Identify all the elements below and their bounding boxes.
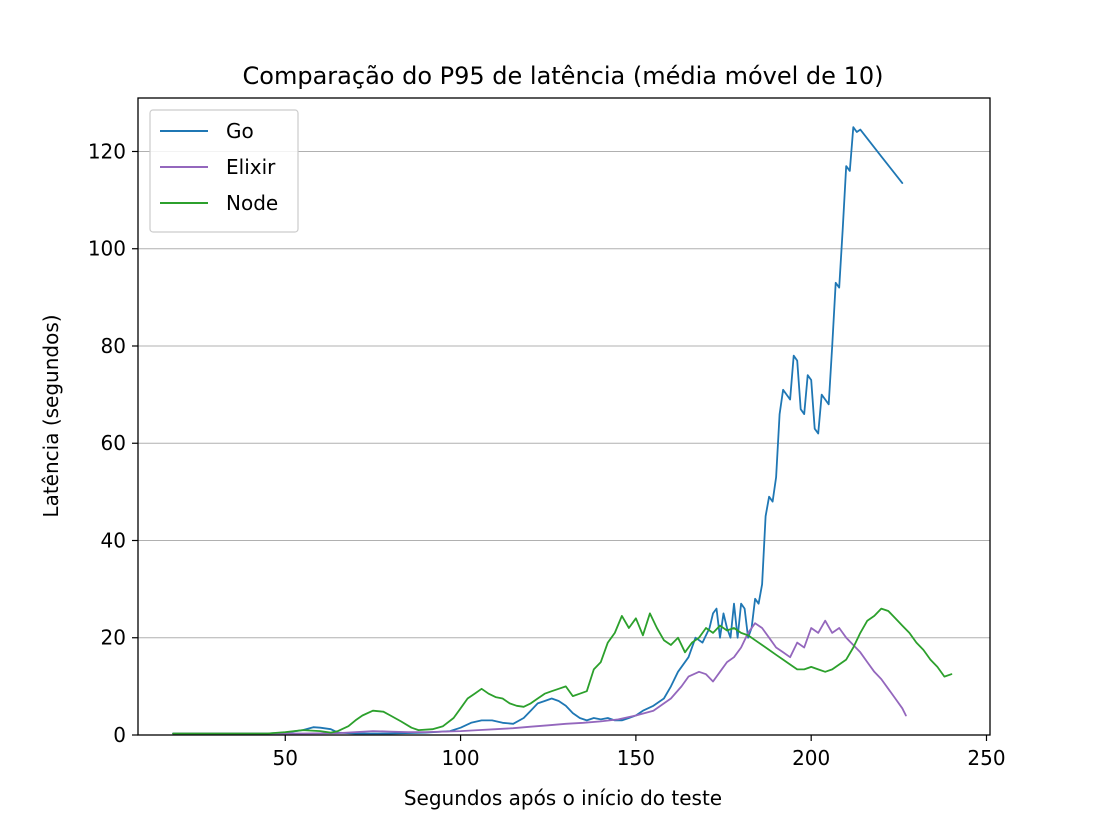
x-tick-label: 200 [792,746,830,770]
x-tick-label: 50 [273,746,298,770]
axis-ticks: 50 100 150 200 250 0 20 40 60 80 100 120 [88,139,1006,770]
series-lines [172,126,953,735]
series-line-elixir [172,619,907,735]
series-line-node [172,607,953,735]
x-tick-label: 250 [967,746,1005,770]
legend-label-elixir: Elixir [226,155,276,179]
y-tick-label: 80 [101,334,126,358]
y-tick-label: 40 [101,528,126,552]
plot-frame [137,97,991,736]
legend-label-go: Go [226,119,254,143]
x-tick-label: 150 [617,746,655,770]
y-tick-label: 100 [88,237,126,261]
y-tick-label: 20 [101,626,126,650]
series-line-go [172,126,904,735]
y-tick-label: 120 [88,139,126,163]
legend-label-node: Node [226,191,278,215]
x-axis-label: Segundos após o início do teste [404,786,722,810]
legend-box [149,109,299,233]
y-tick-label: 0 [113,723,126,747]
y-axis-label: Latência (segundos) [39,314,63,517]
x-tick-label: 100 [441,746,479,770]
chart-title: Comparação do P95 de latência (média móv… [243,62,884,90]
y-tick-label: 60 [101,431,126,455]
legend: Go Elixir Node [149,109,299,233]
